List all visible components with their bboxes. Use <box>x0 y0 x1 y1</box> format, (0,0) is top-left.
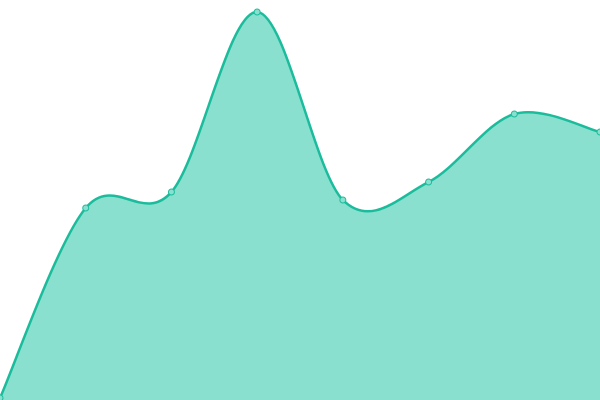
data-point <box>339 196 347 204</box>
data-point <box>167 188 175 196</box>
area-fill <box>0 11 600 400</box>
data-point <box>510 110 518 118</box>
data-point <box>0 394 4 400</box>
data-point <box>425 178 433 186</box>
data-point <box>82 204 90 212</box>
data-point <box>253 8 261 16</box>
data-point <box>596 128 600 136</box>
data-points <box>0 8 600 400</box>
